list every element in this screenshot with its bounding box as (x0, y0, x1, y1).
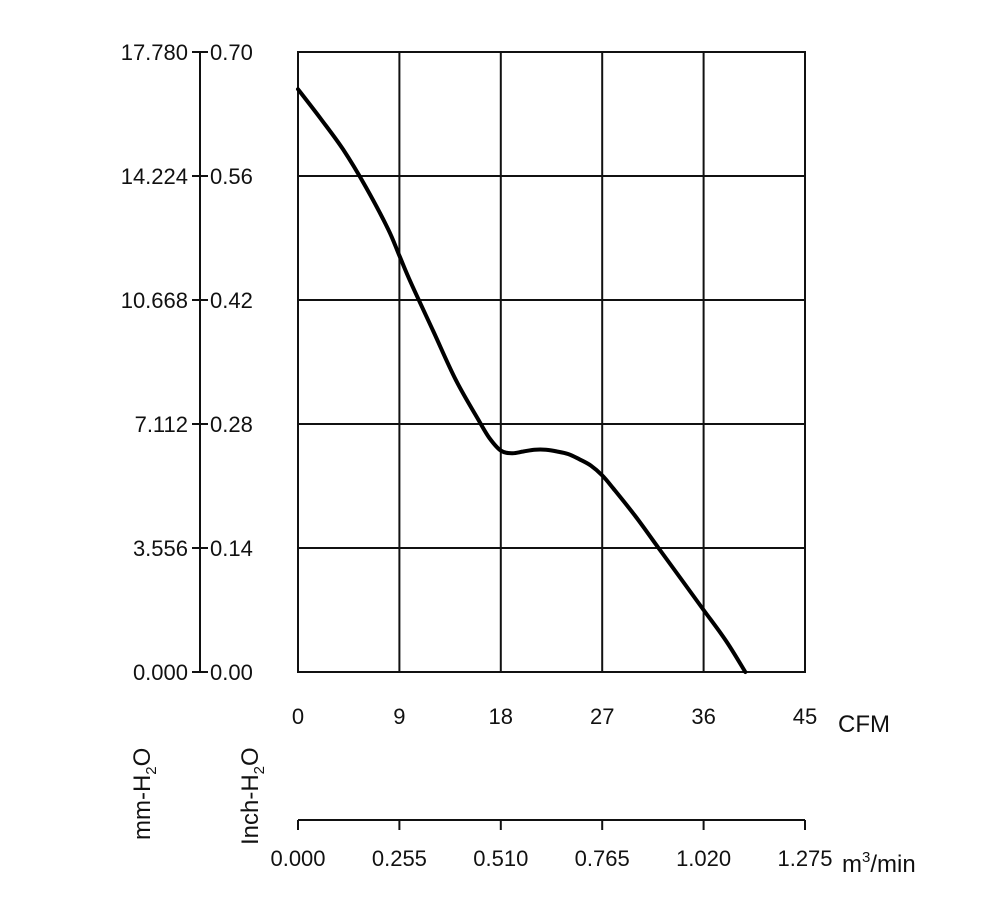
inch-label-main: Inch-H (237, 774, 264, 845)
mm-label-sub: 2 (143, 766, 160, 774)
m3-tick-label: 0.510 (473, 846, 528, 871)
cfm-tick-label: 27 (590, 704, 614, 729)
inch-h2o-tick-label: 0.00 (210, 660, 253, 685)
m3-tick-label: 0.000 (270, 846, 325, 871)
pressure-flow-curve (296, 87, 748, 674)
m3-label-tail: /min (870, 851, 915, 878)
mm-h2o-tick-label: 17.780 (121, 40, 188, 65)
plot-grid (297, 51, 806, 673)
m3-label-sup: 3 (862, 849, 870, 866)
m3-tick-label: 0.765 (575, 846, 630, 871)
cfm-tick-label: 36 (691, 704, 715, 729)
inch-h2o-tick-label: 0.28 (210, 412, 253, 437)
mm-h2o-tick-label: 0.000 (133, 660, 188, 685)
mm-h2o-tick-label: 3.556 (133, 536, 188, 561)
m3-tick-label: 1.020 (676, 846, 731, 871)
inch-h2o-tick-label: 0.56 (210, 164, 253, 189)
cfm-tick-label: 45 (793, 704, 817, 729)
cfm-tick-label: 18 (489, 704, 513, 729)
cfm-tick-label: 9 (393, 704, 405, 729)
mm-label-main: mm-H (129, 775, 156, 840)
mm-h2o-tick-label: 14.224 (121, 164, 188, 189)
inch-h2o-tick-label: 0.14 (210, 536, 253, 561)
tick-labels: 0.000 0.00 3.556 0.14 7.112 0.28 10.668 0.42 14.… (121, 40, 833, 871)
axes (192, 51, 806, 830)
mm-label-tail: O (129, 748, 156, 767)
inch-h2o-tick-label: 0.42 (210, 288, 253, 313)
inch-h2o-tick-label: 0.70 (210, 40, 253, 65)
mm-h2o-tick-label: 10.668 (121, 288, 188, 313)
m3-tick-label: 0.255 (372, 846, 427, 871)
m3-tick-label: 1.275 (777, 846, 832, 871)
mm-h2o-tick-label: 7.112 (135, 412, 188, 437)
inch-label-tail: O (237, 747, 264, 766)
m3-label-main: m (842, 851, 862, 878)
inch-label-sub: 2 (251, 766, 268, 774)
cfm-axis-label: CFM (838, 711, 890, 738)
cfm-tick-label: 0 (292, 704, 304, 729)
m3-per-min-axis-label: m3/min (842, 849, 916, 878)
inch-h2o-axis-label: Inch-H2O (237, 747, 268, 845)
mm-h2o-axis-label: mm-H2O (129, 748, 160, 840)
pressure-curve-layer (296, 87, 748, 674)
plot-frame (297, 51, 806, 673)
